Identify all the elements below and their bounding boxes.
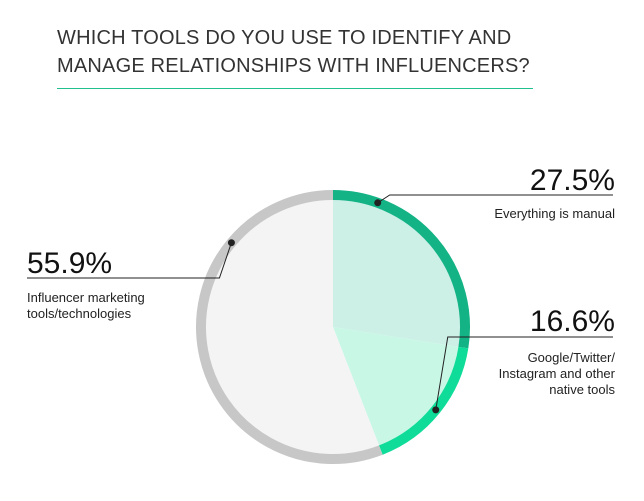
chart-title: WHICH TOOLS DO YOU USE TO IDENTIFY AND M…: [57, 27, 530, 77]
pie-slice-manual: [333, 197, 463, 348]
slice-label-manual: Everything is manual: [494, 206, 615, 221]
pie-ring-manual: [332, 190, 470, 349]
slice-value-manual: 27.5%: [529, 164, 615, 197]
leader-dot-influencer-tools: [227, 239, 235, 247]
pie-slice-native-tools: [333, 327, 462, 449]
pie-ring-influencer-tools: [196, 190, 383, 464]
leader-line-influencer-tools: [27, 242, 232, 279]
pie-slice-influencer-tools: [203, 197, 381, 457]
leader-line-manual: [377, 194, 613, 204]
leader-dot-native-tools: [432, 406, 440, 414]
slice-label-influencer-tools: Influencer marketing tools/technologies: [27, 290, 145, 321]
slice-label-native-tools: Google/Twitter/ Instagram and other nati…: [498, 350, 615, 397]
slice-value-influencer-tools: 55.9%: [27, 247, 113, 280]
leader-line-native-tools: [435, 336, 613, 410]
slice-value-native-tools: 16.6%: [529, 305, 615, 338]
leader-dot-manual: [374, 199, 382, 207]
title-underline: [57, 88, 533, 89]
